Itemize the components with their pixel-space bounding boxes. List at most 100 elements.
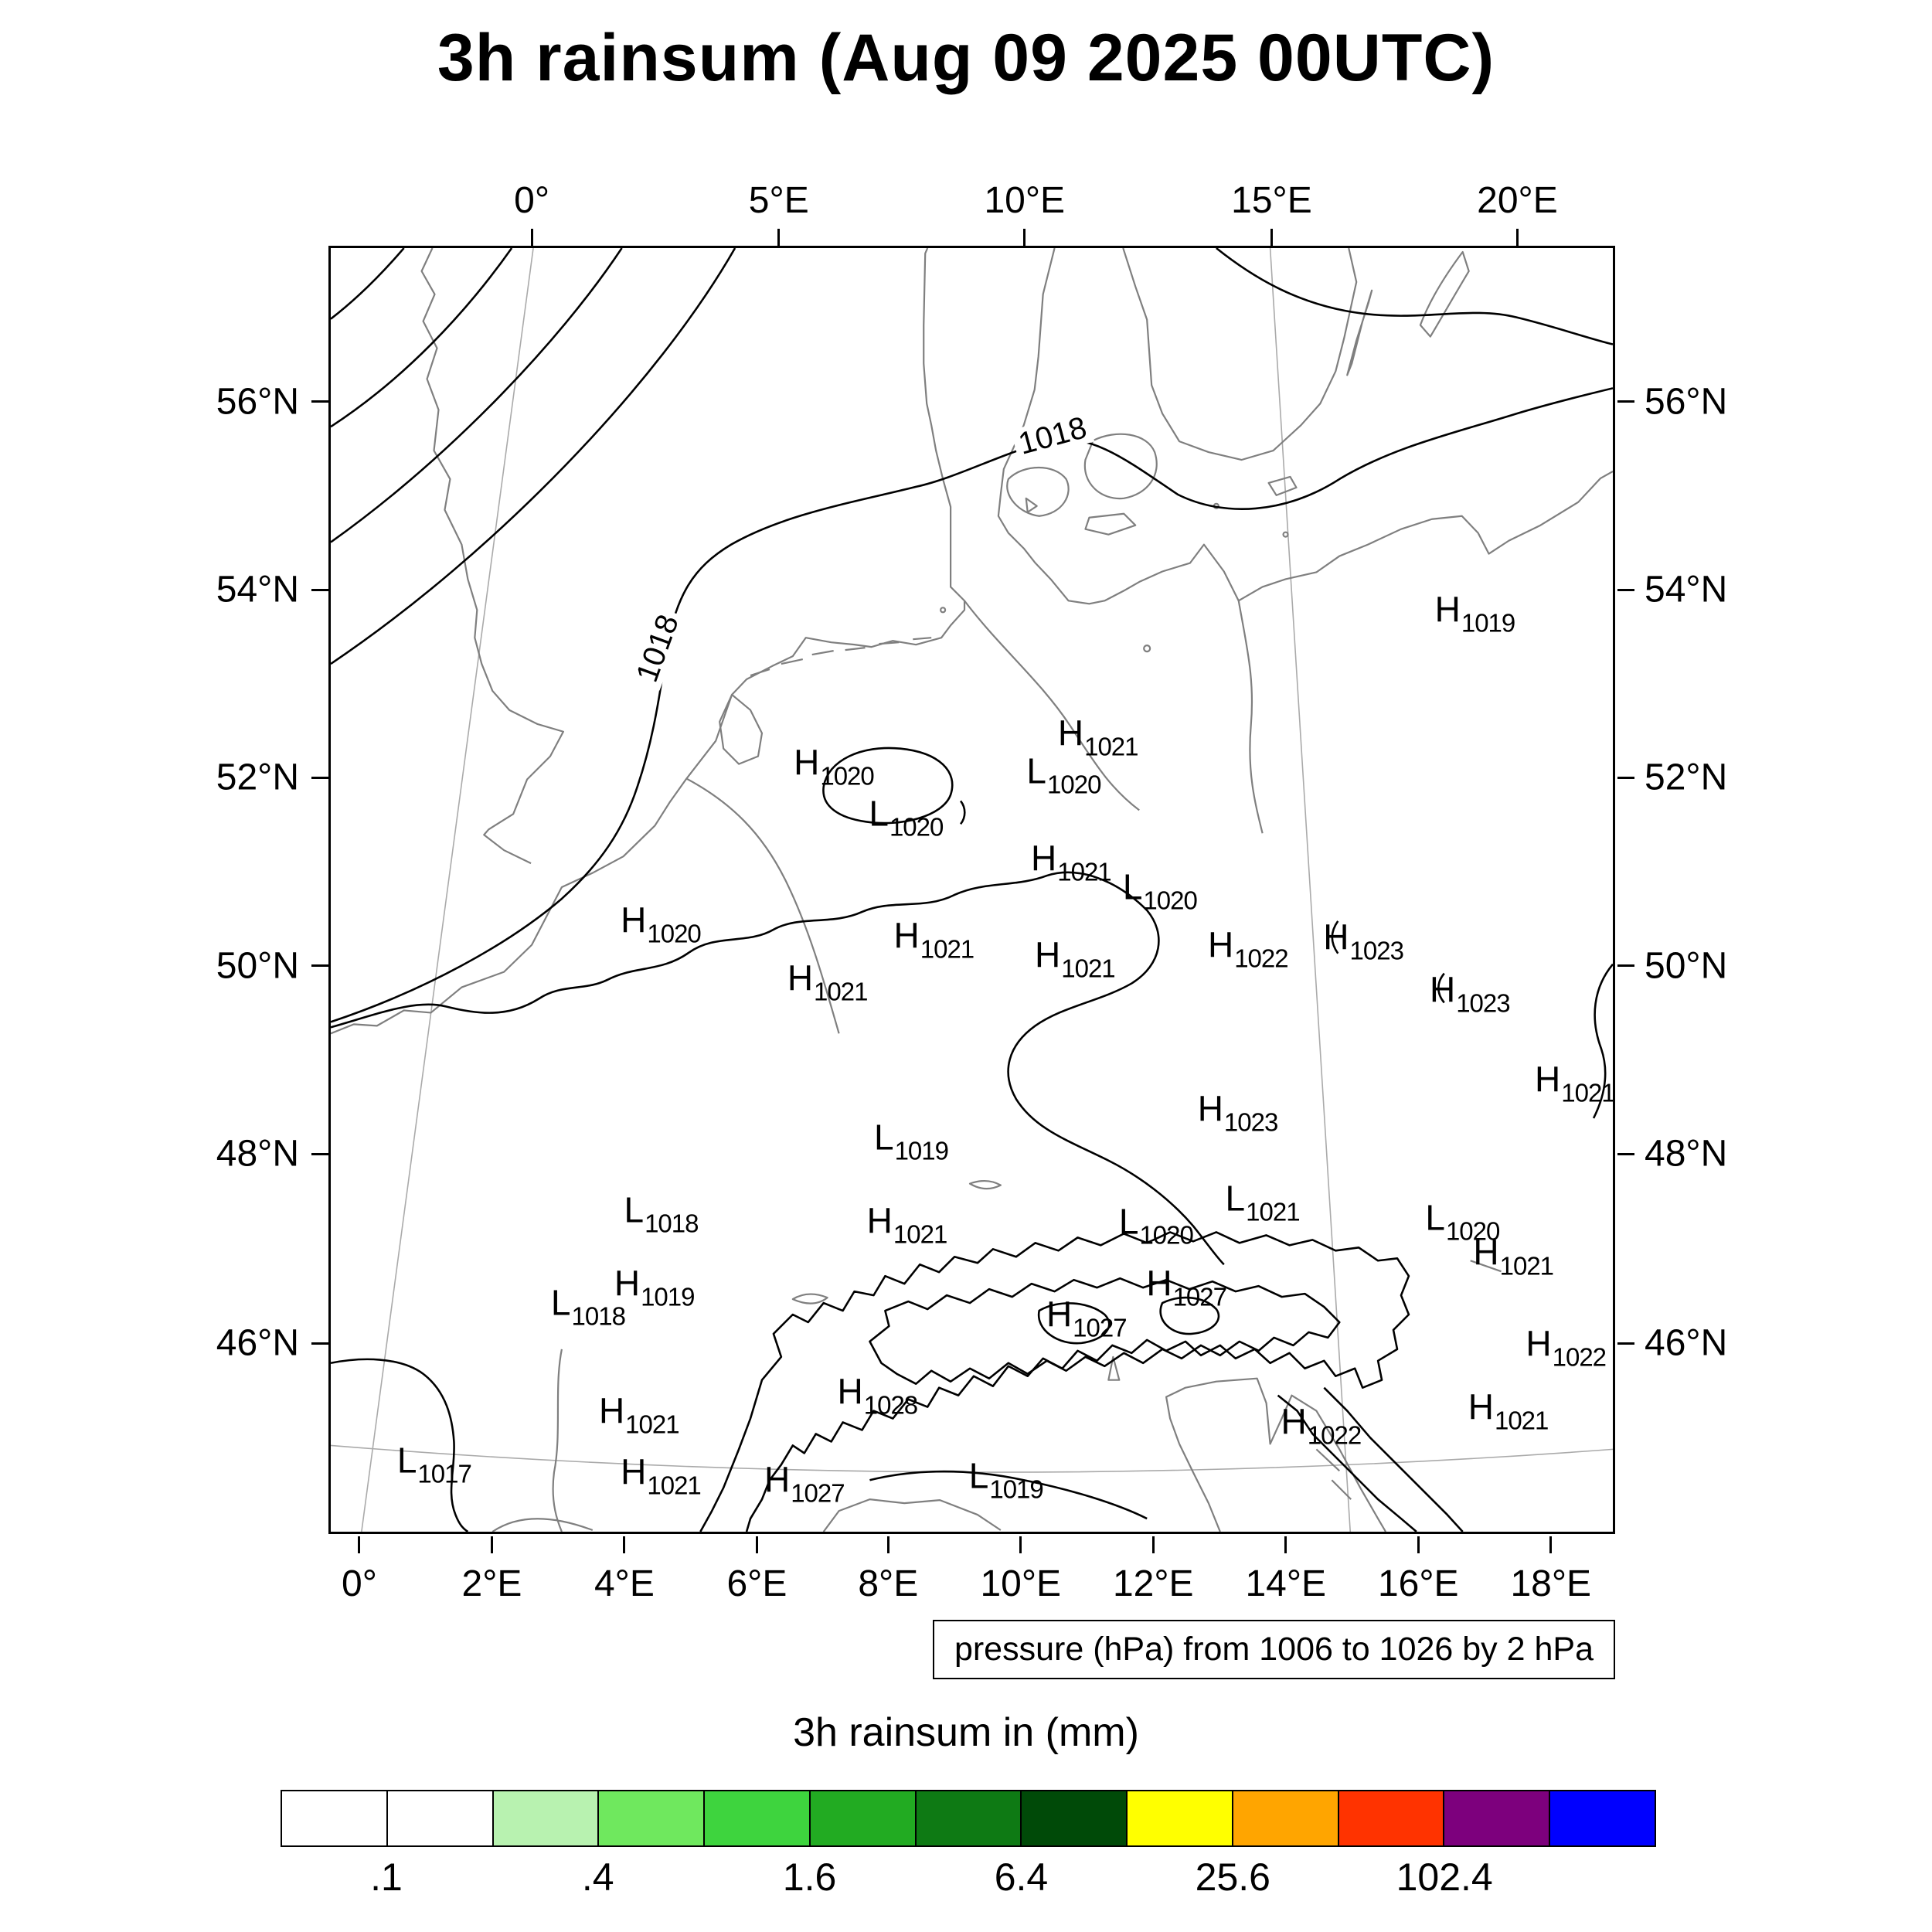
pressure-letter: H	[866, 1200, 893, 1241]
pressure-letter: L	[873, 1117, 894, 1158]
pressure-value: 1021	[1084, 731, 1138, 760]
axis-left-tick	[311, 964, 328, 968]
axis-right-tick	[1617, 588, 1634, 591]
axis-bottom-tick	[358, 1536, 361, 1553]
axis-right-label: 48°N	[1645, 1133, 1728, 1175]
island-oland	[1346, 289, 1373, 376]
pressure-value: 1021	[1494, 1405, 1549, 1434]
map: H 1019 H 1020 L 1020 H 1021 L 1020 H 1021 L 1020 H 1020…	[328, 246, 1615, 1534]
colorbar-cell	[387, 1791, 494, 1845]
pressure-contours-layer	[331, 248, 1613, 1532]
pressure-value: 1019	[641, 1282, 695, 1311]
pressure-letter: H	[598, 1389, 625, 1430]
axis-bottom-tick	[1151, 1536, 1155, 1553]
pressure-value: 1021	[814, 977, 868, 1006]
pressure-letter: H	[1526, 1323, 1552, 1364]
axis-left-tick	[311, 1152, 328, 1155]
contour-ne	[1216, 248, 1613, 345]
axis-top-tick	[1270, 229, 1273, 246]
pressure-value: 1019	[894, 1136, 949, 1165]
pressure-value: 1021	[920, 934, 975, 964]
pressure-center-h-1021: H 1021	[1058, 715, 1139, 760]
pressure-value: 1028	[863, 1389, 918, 1419]
colorbar	[281, 1790, 1656, 1847]
pressure-letter: H	[893, 915, 920, 956]
pressure-center-h-1023: H 1023	[1430, 971, 1511, 1018]
coastline-jutland-baltic	[997, 248, 1613, 605]
pressure-letter: L	[968, 1455, 989, 1496]
pressure-value: 1021	[1561, 1078, 1615, 1107]
colorbar-cell	[493, 1791, 600, 1845]
pressure-center-l-1021: L 1021	[1226, 1181, 1301, 1226]
croatian-islands	[1315, 1448, 1352, 1500]
pressure-letter: H	[1468, 1386, 1494, 1427]
axis-top-label: 5°E	[748, 180, 809, 221]
contour-nl-loop	[822, 747, 954, 825]
colorbar-cell	[810, 1791, 917, 1845]
contour-po-valley	[869, 1470, 1148, 1520]
axis-top-label: 10°E	[984, 180, 1066, 221]
axis-left-label: 46°N	[216, 1322, 299, 1364]
pressure-center-h-1021: H 1021	[1035, 934, 1116, 981]
colorbar-cell	[599, 1791, 706, 1845]
pressure-value: 1023	[1456, 988, 1510, 1018]
axis-right-tick	[1617, 776, 1634, 779]
pressure-value: 1027	[1172, 1282, 1227, 1311]
colorbar-cell	[1444, 1791, 1551, 1845]
pressure-center-l-1020: L 1020	[1026, 753, 1101, 799]
pressure-value: 1020	[889, 812, 944, 842]
pressure-letter: H	[1035, 934, 1061, 975]
colorbar-tick-label: 102.4	[1396, 1855, 1493, 1899]
axis-left-tick	[311, 776, 328, 779]
pressure-value: 1020	[820, 761, 874, 791]
colorbar-ticks: .1 .4 1.6 6.4 25.6 102.4	[281, 1855, 1656, 1904]
axis-left-label: 52°N	[216, 757, 299, 798]
pressure-value: 1017	[417, 1459, 471, 1488]
axis-left-label: 48°N	[216, 1133, 299, 1175]
pressure-center-h-1022: H 1022	[1526, 1323, 1607, 1369]
pressure-center-h-1020: H 1020	[794, 744, 875, 791]
page-title: 3h rainsum (Aug 09 2025 00UTC)	[437, 21, 1495, 95]
pressure-value: 1020	[1047, 770, 1101, 799]
pressure-center-l-1018: L 1018	[624, 1192, 699, 1236]
pressure-value: 1020	[1139, 1220, 1193, 1250]
pressure-value: 1027	[791, 1478, 845, 1508]
pressure-center-h-1022: H 1022	[1281, 1404, 1362, 1448]
contour-nw-2	[331, 248, 513, 428]
pressure-value: 1022	[1307, 1420, 1362, 1450]
pressure-value: 1020	[1445, 1216, 1500, 1246]
pressure-center-h-1027: H 1027	[764, 1462, 845, 1506]
pressure-letter: L	[550, 1282, 571, 1323]
axis-bottom-tick	[490, 1536, 493, 1553]
axis-bottom-label: 14°E	[1245, 1563, 1327, 1604]
axis-top-tick	[1515, 229, 1519, 246]
colorbar-tick-label: .1	[370, 1855, 403, 1899]
colorbar-tick-label: .4	[581, 1855, 614, 1899]
contour-central-germany	[331, 871, 1225, 1266]
pressure-value: 1021	[1246, 1197, 1300, 1226]
axis-bottom-tick	[1549, 1536, 1553, 1553]
contour-alps-core-1	[1037, 1302, 1111, 1345]
contour-nw-1	[331, 248, 405, 320]
coastline-britain	[420, 248, 565, 865]
pressure-center-h-1021: H 1021	[1031, 841, 1112, 886]
coastlines-layer	[331, 248, 1613, 1532]
pressure-letter: L	[396, 1440, 417, 1481]
pressure-center-l-1019: L 1019	[873, 1117, 949, 1165]
pressure-center-h-1023: H 1023	[1198, 1091, 1279, 1135]
axis-right-label: 56°N	[1645, 381, 1728, 423]
pressure-center-h-1021: H 1021	[1473, 1235, 1554, 1279]
pressure-center-h-1021: H 1021	[598, 1389, 680, 1437]
axis-right-label: 46°N	[1645, 1322, 1728, 1364]
pressure-letter: H	[1434, 589, 1461, 630]
pressure-value: 1021	[1057, 857, 1111, 886]
axis-right-tick	[1617, 1342, 1634, 1345]
contour-dinaric-1	[1277, 1394, 1417, 1532]
pressure-letter: H	[1281, 1401, 1307, 1442]
coastline-sweden	[1122, 248, 1358, 461]
island-samsoe	[1025, 497, 1038, 513]
axis-bottom-label: 10°E	[980, 1563, 1062, 1604]
island-funen	[1006, 466, 1070, 517]
lake-ijsselmeer	[719, 693, 764, 765]
pressure-letter: H	[1046, 1294, 1073, 1335]
